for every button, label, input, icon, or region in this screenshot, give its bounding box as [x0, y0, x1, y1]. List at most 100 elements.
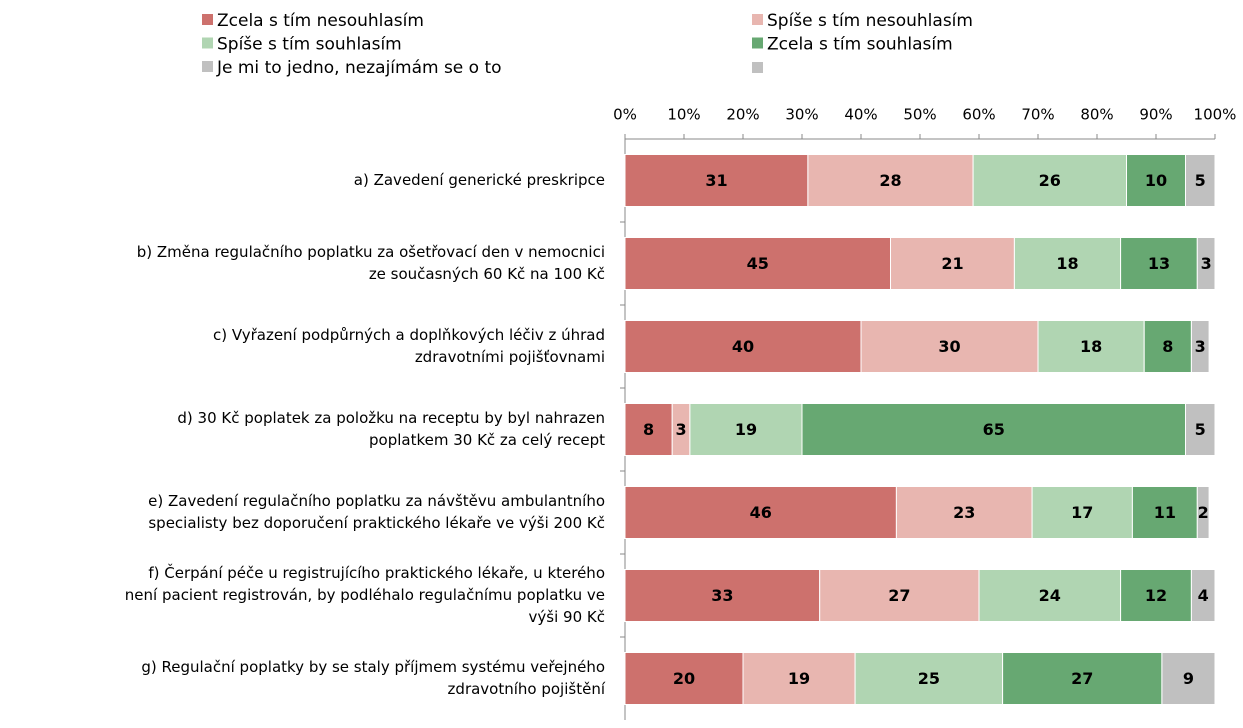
bar-segment: [1185, 403, 1216, 456]
legend-label: Zcela s tím nesouhlasím: [217, 11, 424, 31]
value-label: 23: [953, 503, 975, 522]
y-tick-label: b) Změna regulačního poplatku za ošetřov…: [137, 243, 605, 261]
bar-segment: [1196, 486, 1210, 539]
x-tick-label: 100%: [1194, 106, 1237, 124]
value-label: 13: [1148, 254, 1170, 273]
legend-swatch: [202, 37, 213, 49]
y-tick-label: poplatkem 30 Kč za celý recept: [369, 431, 605, 449]
x-tick-label: 30%: [785, 106, 818, 124]
y-tick-label: zdravotními pojišťovnami: [415, 348, 605, 366]
value-label: 8: [1162, 337, 1173, 356]
value-label: 17: [1071, 503, 1093, 522]
bar-segment: [624, 569, 821, 622]
x-tick-label: 40%: [844, 106, 877, 124]
value-label: 28: [879, 171, 901, 190]
bar-segment: [1120, 237, 1198, 290]
value-label: 27: [1071, 669, 1093, 688]
legend-swatch: [752, 62, 763, 73]
bar-segment: [624, 237, 891, 290]
y-tick-label: e) Zavedení regulačního poplatku za návš…: [148, 492, 605, 510]
bar-segment: [1037, 320, 1145, 373]
bar-segment: [807, 154, 974, 207]
bar-segment: [1190, 569, 1216, 622]
bar-segment: [1196, 237, 1216, 290]
bar-segment: [1120, 569, 1192, 622]
y-tick-label: zdravotního pojištění: [448, 680, 606, 698]
x-tick-label: 20%: [726, 106, 759, 124]
value-label: 21: [941, 254, 963, 273]
bar-segment: [624, 154, 809, 207]
value-label: 19: [735, 420, 757, 439]
x-tick-label: 70%: [1021, 106, 1054, 124]
bar-segment: [624, 486, 897, 539]
bar-segment: [1161, 652, 1216, 705]
y-tick-label: specialisty bez doporučení praktického l…: [148, 514, 605, 532]
bar-segment: [972, 154, 1127, 207]
bar-segment: [742, 652, 856, 705]
y-tick-label: ze současných 60 Kč na 100 Kč: [369, 265, 605, 283]
value-label: 3: [1201, 254, 1212, 273]
value-label: 24: [1039, 586, 1061, 605]
value-label: 31: [705, 171, 727, 190]
x-tick-label: 90%: [1139, 106, 1172, 124]
value-label: 12: [1145, 586, 1167, 605]
value-label: 10: [1145, 171, 1167, 190]
bar-segment: [801, 403, 1186, 456]
bar-segment: [1185, 154, 1216, 207]
legend-label: Spíše s tím souhlasím: [217, 35, 402, 55]
legend-swatch: [202, 61, 213, 72]
value-label: 5: [1195, 420, 1206, 439]
bar-segment: [860, 320, 1039, 373]
value-label: 26: [1039, 171, 1061, 190]
bar-segment: [624, 652, 744, 705]
bar-segment: [1190, 320, 1210, 373]
value-label: 9: [1183, 669, 1194, 688]
bar-segment: [689, 403, 803, 456]
value-label: 4: [1198, 586, 1209, 605]
bar-segment: [1143, 320, 1192, 373]
bar-segment: [624, 320, 862, 373]
bar-segment: [1002, 652, 1163, 705]
x-tick-label: 50%: [903, 106, 936, 124]
y-tick-label: g) Regulační poplatky by se staly příjme…: [141, 658, 605, 676]
bar-segment: [624, 403, 673, 456]
value-label: 45: [747, 254, 769, 273]
value-label: 46: [750, 503, 772, 522]
y-tick-label: f) Čerpání péče u registrujícího praktic…: [148, 563, 605, 582]
value-label: 27: [888, 586, 910, 605]
value-label: 3: [675, 420, 686, 439]
legend-label: Je mi to jedno, nezajímám se o to: [216, 58, 502, 78]
bar-segment: [1031, 486, 1133, 539]
value-label: 18: [1080, 337, 1102, 356]
y-tick-label: c) Vyřazení podpůrných a doplňkových léč…: [213, 326, 605, 344]
value-label: 5: [1195, 171, 1206, 190]
x-tick-label: 80%: [1080, 106, 1113, 124]
legend-swatch: [752, 37, 763, 49]
y-tick-label: d) 30 Kč poplatek za položku na receptu …: [177, 409, 605, 427]
value-label: 19: [788, 669, 810, 688]
bar-segment: [1131, 486, 1198, 539]
value-label: 2: [1198, 503, 1209, 522]
x-tick-label: 0%: [613, 106, 637, 124]
value-label: 65: [983, 420, 1005, 439]
value-label: 25: [918, 669, 940, 688]
y-tick-label: a) Zavedení generické preskripce: [354, 171, 605, 189]
legend-swatch: [202, 14, 213, 25]
legend-swatch: [752, 14, 763, 25]
value-label: 30: [938, 337, 960, 356]
value-label: 33: [711, 586, 733, 605]
value-label: 20: [673, 669, 695, 688]
value-label: 3: [1195, 337, 1206, 356]
bar-segment: [978, 569, 1122, 622]
value-label: 11: [1154, 503, 1176, 522]
bar-segment: [819, 569, 980, 622]
bar-segment: [890, 237, 1015, 290]
y-tick-label: výši 90 Kč: [529, 608, 605, 626]
x-tick-label: 60%: [962, 106, 995, 124]
y-tick-label: není pacient registrován, by podléhalo r…: [125, 586, 605, 604]
value-label: 18: [1056, 254, 1078, 273]
value-label: 40: [732, 337, 754, 356]
bar-segment: [854, 652, 1004, 705]
bar-segment: [1126, 154, 1186, 207]
